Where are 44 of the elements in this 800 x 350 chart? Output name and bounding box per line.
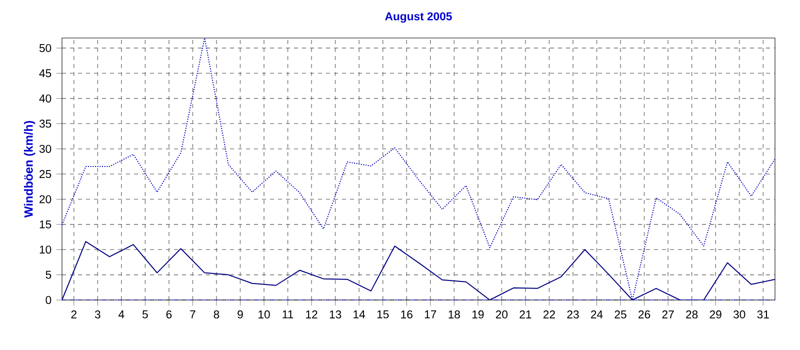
x-tick-label: 10 xyxy=(258,310,270,318)
x-tick-label: 14 xyxy=(354,310,366,318)
x-tick-label: 18 xyxy=(448,310,460,318)
x-tick-label: 16 xyxy=(401,310,412,318)
x-tick-label: 2 xyxy=(71,310,76,318)
x-tick-label: 25 xyxy=(614,310,626,318)
y-tick-label: 50 xyxy=(39,44,52,52)
x-tick-label: 8 xyxy=(214,310,220,318)
x-tick-label: 22 xyxy=(543,310,555,318)
y-tick-label: 5 xyxy=(46,270,52,279)
y-tick-label: 45 xyxy=(39,69,52,78)
x-tick-label: 26 xyxy=(638,310,650,318)
x-tick-label: 29 xyxy=(710,310,722,318)
x-tick-label: 5 xyxy=(142,310,148,318)
x-tick-label: 28 xyxy=(686,310,698,318)
y-axis-title: Windböen (km/h) xyxy=(24,120,36,218)
x-tick-label: 4 xyxy=(118,310,124,318)
x-tick-label: 11 xyxy=(282,310,294,318)
x-tick-label: 13 xyxy=(330,310,342,318)
x-tick-label: 6 xyxy=(166,310,172,318)
y-tick-label: 40 xyxy=(39,94,52,102)
x-tick-label: 21 xyxy=(520,310,532,318)
y-tick-label: 30 xyxy=(39,144,52,153)
y-tick-label: 20 xyxy=(40,195,52,204)
x-tick-label: 7 xyxy=(190,310,196,318)
x-tick-label: 31 xyxy=(757,310,769,318)
x-tick-label: 30 xyxy=(733,310,746,318)
x-tick-label: 3 xyxy=(94,310,100,318)
y-tick-label: 15 xyxy=(40,220,52,228)
y-tick-label: 25 xyxy=(40,170,52,178)
x-tick-label: 19 xyxy=(472,310,484,318)
y-tick-label: 10 xyxy=(40,246,52,254)
line-series xyxy=(62,241,776,300)
x-tick-label: 17 xyxy=(424,310,436,318)
y-tick-label: 0 xyxy=(46,296,52,304)
x-tick-label: 24 xyxy=(591,310,603,318)
chart-title: August 2005 xyxy=(385,12,452,23)
x-tick-label: 23 xyxy=(567,310,579,318)
x-tick-label: 12 xyxy=(306,310,318,318)
y-tick-label: 35 xyxy=(39,120,52,128)
x-tick-label: 27 xyxy=(662,310,674,318)
x-tick-label: 9 xyxy=(238,310,243,318)
x-tick-label: 20 xyxy=(496,310,508,318)
x-tick-label: 15 xyxy=(377,310,389,318)
